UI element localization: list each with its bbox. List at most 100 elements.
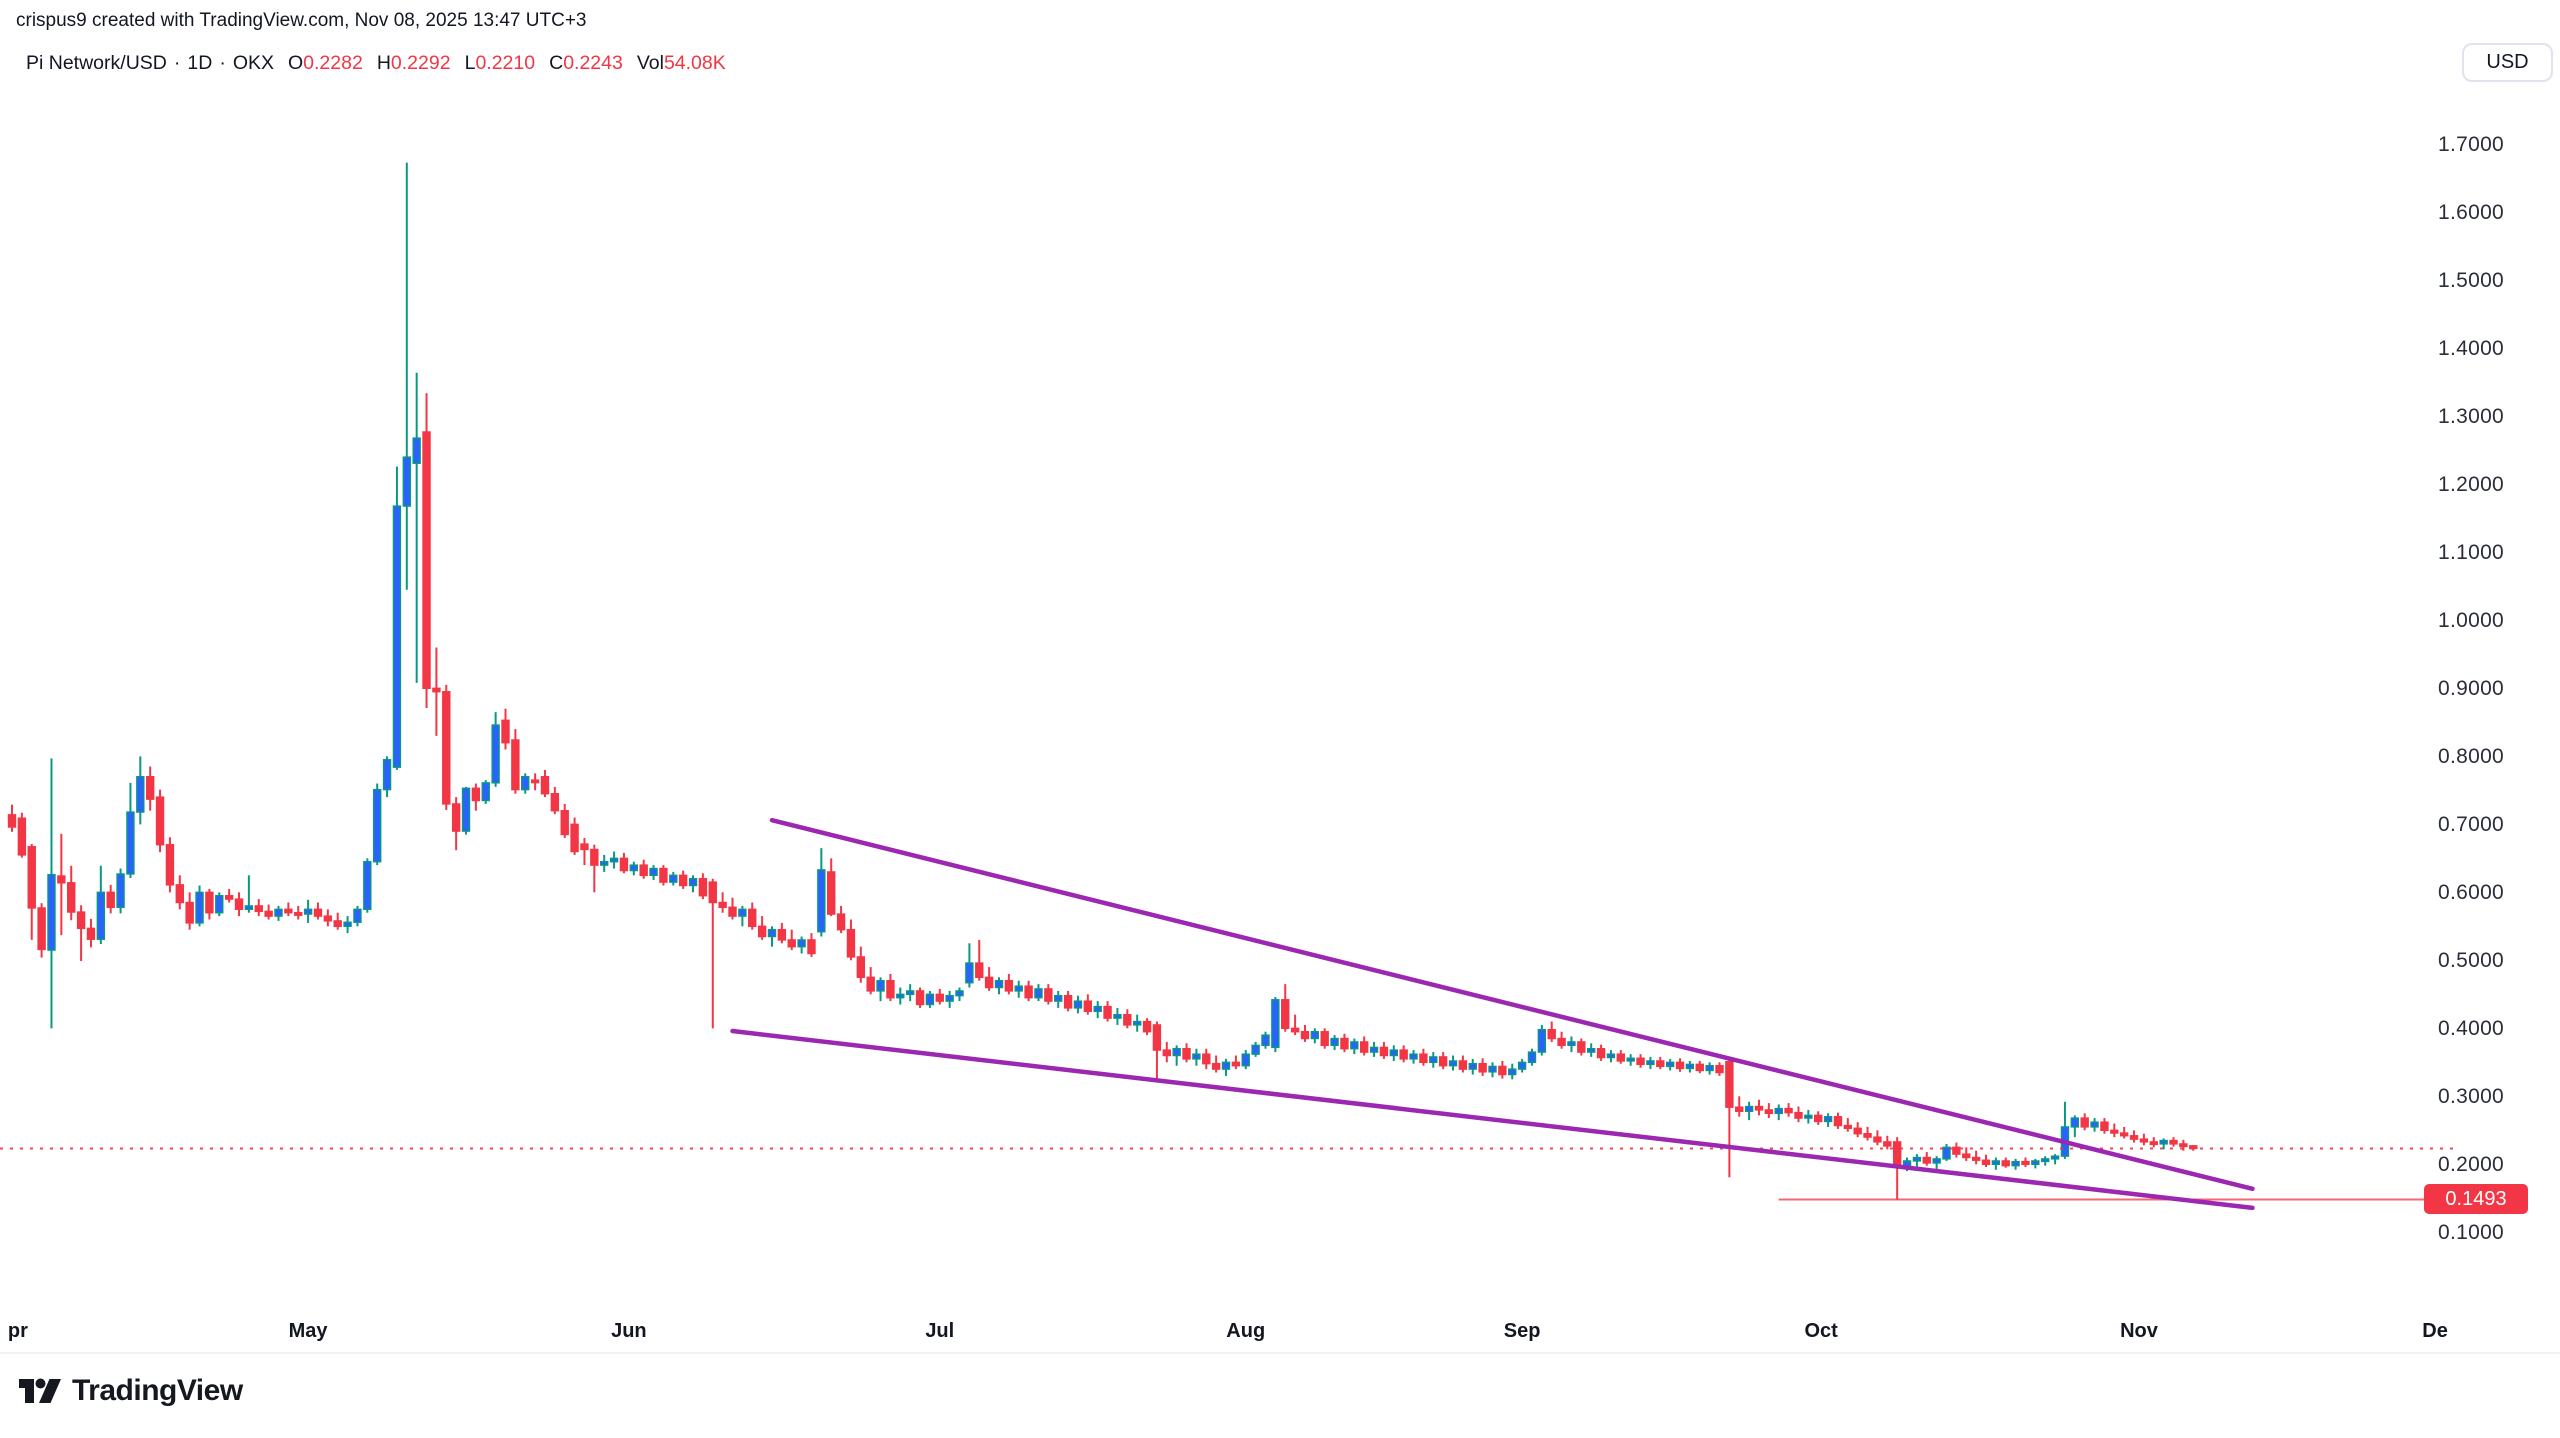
candle[interactable] bbox=[165, 837, 175, 893]
candle[interactable] bbox=[580, 837, 589, 866]
candle[interactable] bbox=[698, 873, 708, 900]
symbol-legend[interactable]: Pi Network/USD · 1D · OKX O0.2282 H0.2292 L0.22… bbox=[26, 52, 726, 75]
candle[interactable] bbox=[1646, 1056, 1655, 1070]
candle[interactable] bbox=[1429, 1052, 1438, 1068]
candle[interactable] bbox=[185, 892, 194, 930]
candle[interactable] bbox=[1152, 1021, 1162, 1083]
candle[interactable] bbox=[2060, 1101, 2070, 1159]
candle[interactable] bbox=[195, 885, 204, 927]
candle[interactable] bbox=[1685, 1060, 1695, 1073]
candle[interactable] bbox=[590, 844, 599, 893]
candle[interactable] bbox=[1468, 1058, 1477, 1075]
candle[interactable] bbox=[866, 967, 875, 995]
candle[interactable] bbox=[1616, 1050, 1626, 1064]
candle[interactable] bbox=[629, 861, 639, 876]
candle[interactable] bbox=[1606, 1050, 1616, 1063]
candle[interactable] bbox=[1547, 1021, 1556, 1042]
candle[interactable] bbox=[1932, 1156, 1941, 1170]
candle[interactable] bbox=[1044, 984, 1053, 1005]
candle[interactable] bbox=[1823, 1113, 1833, 1127]
candle[interactable] bbox=[965, 943, 974, 988]
candle[interactable] bbox=[402, 162, 411, 590]
candle[interactable] bbox=[955, 987, 964, 1002]
candle[interactable] bbox=[570, 817, 579, 855]
candle[interactable] bbox=[1557, 1031, 1566, 1049]
candle[interactable] bbox=[1833, 1112, 1843, 1129]
candle[interactable] bbox=[1359, 1036, 1369, 1056]
candle[interactable] bbox=[1744, 1101, 1754, 1121]
candle[interactable] bbox=[96, 865, 106, 944]
candle[interactable] bbox=[521, 773, 530, 794]
candle[interactable] bbox=[1764, 1103, 1774, 1119]
candle[interactable] bbox=[363, 858, 372, 913]
candle[interactable] bbox=[688, 875, 698, 893]
interval-label[interactable]: 1D bbox=[187, 52, 213, 74]
candle[interactable] bbox=[797, 936, 806, 954]
candle[interactable] bbox=[491, 712, 500, 787]
candle[interactable] bbox=[274, 905, 283, 921]
candle[interactable] bbox=[1962, 1147, 1971, 1161]
candle[interactable] bbox=[264, 904, 273, 920]
candle[interactable] bbox=[659, 865, 668, 886]
candle[interactable] bbox=[57, 833, 66, 936]
candle[interactable] bbox=[540, 769, 550, 798]
candle[interactable] bbox=[728, 897, 737, 920]
candle[interactable] bbox=[718, 892, 727, 913]
candle[interactable] bbox=[649, 865, 658, 881]
candle[interactable] bbox=[2031, 1158, 2040, 1169]
candle[interactable] bbox=[1735, 1096, 1744, 1117]
candle[interactable] bbox=[76, 905, 86, 961]
candle[interactable] bbox=[1873, 1130, 1882, 1146]
candle[interactable] bbox=[1922, 1152, 1931, 1166]
candle[interactable] bbox=[827, 858, 836, 917]
candle[interactable] bbox=[294, 905, 303, 920]
candle[interactable] bbox=[639, 859, 648, 879]
candle[interactable] bbox=[155, 789, 165, 853]
candle[interactable] bbox=[1754, 1099, 1764, 1116]
candle[interactable] bbox=[1142, 1018, 1152, 1036]
candle[interactable] bbox=[1577, 1038, 1586, 1056]
candle[interactable] bbox=[1942, 1143, 1951, 1161]
candle[interactable] bbox=[353, 905, 362, 927]
candle[interactable] bbox=[471, 783, 481, 811]
candle[interactable] bbox=[1794, 1106, 1803, 1123]
candle[interactable] bbox=[1567, 1036, 1576, 1053]
candle[interactable] bbox=[915, 987, 925, 1008]
symbol-name[interactable]: Pi Network/USD bbox=[26, 52, 167, 74]
candle[interactable] bbox=[708, 878, 717, 1029]
candle[interactable] bbox=[905, 984, 915, 1002]
candle[interactable] bbox=[807, 933, 816, 957]
candle[interactable] bbox=[461, 786, 471, 835]
candle[interactable] bbox=[1715, 1062, 1724, 1076]
candle[interactable] bbox=[1774, 1104, 1783, 1121]
candle[interactable] bbox=[560, 803, 569, 838]
candle[interactable] bbox=[1320, 1028, 1329, 1049]
candle[interactable] bbox=[1290, 1014, 1300, 1036]
candle[interactable] bbox=[1379, 1041, 1389, 1059]
candle[interactable] bbox=[1843, 1118, 1853, 1132]
candle[interactable] bbox=[1814, 1111, 1823, 1125]
candle[interactable] bbox=[1784, 1103, 1793, 1117]
candle[interactable] bbox=[1034, 984, 1043, 1002]
candle[interactable] bbox=[451, 797, 461, 851]
candle[interactable] bbox=[1310, 1028, 1320, 1044]
candle[interactable] bbox=[738, 905, 747, 927]
candle[interactable] bbox=[116, 868, 125, 914]
candle[interactable] bbox=[215, 892, 224, 917]
candle[interactable] bbox=[1971, 1150, 1981, 1165]
candle[interactable] bbox=[2169, 1137, 2178, 1147]
candle[interactable] bbox=[1063, 990, 1073, 1012]
candle[interactable] bbox=[244, 875, 254, 913]
candle[interactable] bbox=[1725, 1057, 1734, 1178]
candle[interactable] bbox=[945, 990, 954, 1008]
candle[interactable] bbox=[2119, 1126, 2129, 1139]
candle[interactable] bbox=[136, 756, 145, 825]
candle[interactable] bbox=[392, 466, 402, 770]
candle[interactable] bbox=[1478, 1058, 1487, 1076]
candle[interactable] bbox=[372, 783, 382, 866]
candle[interactable] bbox=[609, 851, 619, 869]
price-axis[interactable]: 1.7000 1.6000 1.5000 1.4000 1.3000 1.2000 1.10… bbox=[2432, 0, 2560, 1360]
candle[interactable] bbox=[175, 875, 184, 910]
candle[interactable] bbox=[856, 946, 866, 983]
